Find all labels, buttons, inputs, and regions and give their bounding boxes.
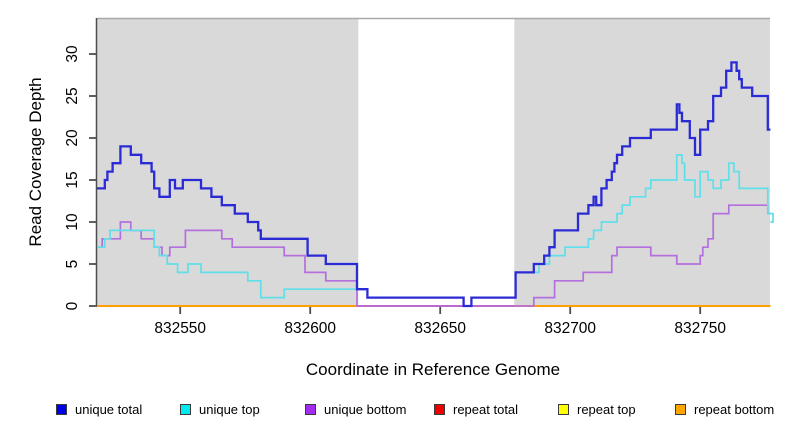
y-tick-label: 10: [64, 213, 81, 231]
y-tick-label: 15: [64, 171, 81, 188]
legend-swatch-repeat-bottom: [675, 403, 686, 415]
series-line-unique-total: [97, 61, 771, 308]
legend-item-repeat-total: repeat total: [434, 399, 518, 419]
x-axis-title: Coordinate in Reference Genome: [305, 360, 561, 379]
legend-label: repeat bottom: [694, 401, 775, 417]
x-tick-label: 832750: [674, 320, 726, 337]
legend-label: repeat top: [577, 401, 636, 417]
y-tick-label: 20: [64, 129, 81, 147]
legend-item-repeat-bottom: repeat bottom: [675, 399, 774, 419]
legend-swatch-unique-bottom: [305, 403, 316, 415]
y-tick-label: 0: [64, 301, 81, 310]
legend: unique total unique top unique bottom repea…: [0, 399, 792, 421]
x-tick-label: 832600: [284, 320, 336, 337]
series-line-unique-top: [97, 153, 774, 307]
legend-label: unique bottom: [324, 401, 407, 417]
legend-item-unique-total: unique total: [56, 399, 142, 419]
y-tick-label: 5: [64, 260, 81, 269]
x-tick-label: 832550: [154, 320, 206, 337]
x-tick-label: 832700: [544, 320, 596, 337]
x-tick-label: 832650: [414, 320, 466, 337]
legend-swatch-repeat-total: [434, 403, 445, 415]
legend-label: unique top: [199, 401, 260, 417]
legend-label: unique total: [75, 401, 143, 417]
y-axis-title: Read Coverage Depth: [26, 77, 45, 247]
y-tick-label: 25: [64, 87, 81, 104]
y-tick-label: 30: [64, 45, 81, 63]
legend-swatch-unique-top: [180, 403, 191, 415]
repeat-gap-region: [358, 18, 515, 306]
legend-swatch-repeat-top: [558, 403, 569, 415]
legend-item-unique-top: unique top: [180, 399, 260, 419]
legend-item-unique-bottom: unique bottom: [305, 399, 406, 419]
legend-label: repeat total: [453, 401, 519, 417]
legend-item-repeat-top: repeat top: [558, 399, 636, 419]
legend-swatch-unique-total: [56, 403, 67, 415]
